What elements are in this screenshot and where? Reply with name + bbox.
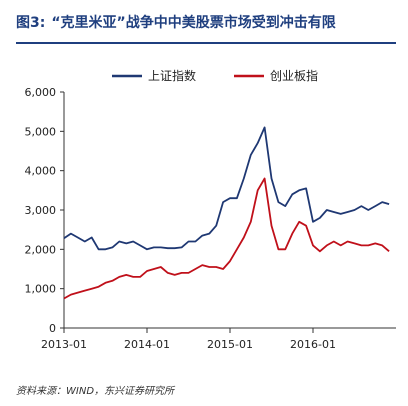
y-tick-label: 5,000 (25, 125, 57, 138)
y-tick-label: 4,000 (25, 165, 57, 178)
plot-lines (63, 126, 390, 300)
title-divider (16, 42, 396, 44)
series-line-2 (63, 177, 390, 300)
chart-legend: 上证指数 创业板指 (112, 68, 318, 83)
source-note: 资料来源：WIND，东兴证券研究所 (16, 386, 175, 397)
y-tick-label: 2,000 (25, 243, 57, 256)
y-tick-label: 1,000 (25, 283, 57, 296)
y-tick-label: 0 (49, 322, 56, 335)
x-tick-label: 2014-01 (124, 338, 170, 351)
figure-title-text: “克里米亚”战争中中美股票市场受到冲击有限 (51, 15, 336, 31)
figure-title: 图3: “克里米亚”战争中中美股票市场受到冲击有限 (16, 12, 336, 32)
x-tick-label: 2016-01 (290, 338, 336, 351)
y-tick-label: 3,000 (25, 204, 57, 217)
y-axis: 0 1,000 2,000 3,000 4,000 5,000 6,000 (25, 86, 65, 335)
legend-label: 创业板指 (270, 68, 318, 83)
x-axis: 2013-01 2014-01 2015-01 2016-01 (41, 327, 396, 351)
x-tick-label: 2013-01 (41, 338, 87, 351)
x-tick-label: 2015-01 (207, 338, 253, 351)
figure-label: 图3: (16, 15, 46, 31)
y-tick-label: 6,000 (25, 86, 57, 99)
series-line-1 (63, 126, 390, 251)
legend-label: 上证指数 (148, 68, 196, 83)
